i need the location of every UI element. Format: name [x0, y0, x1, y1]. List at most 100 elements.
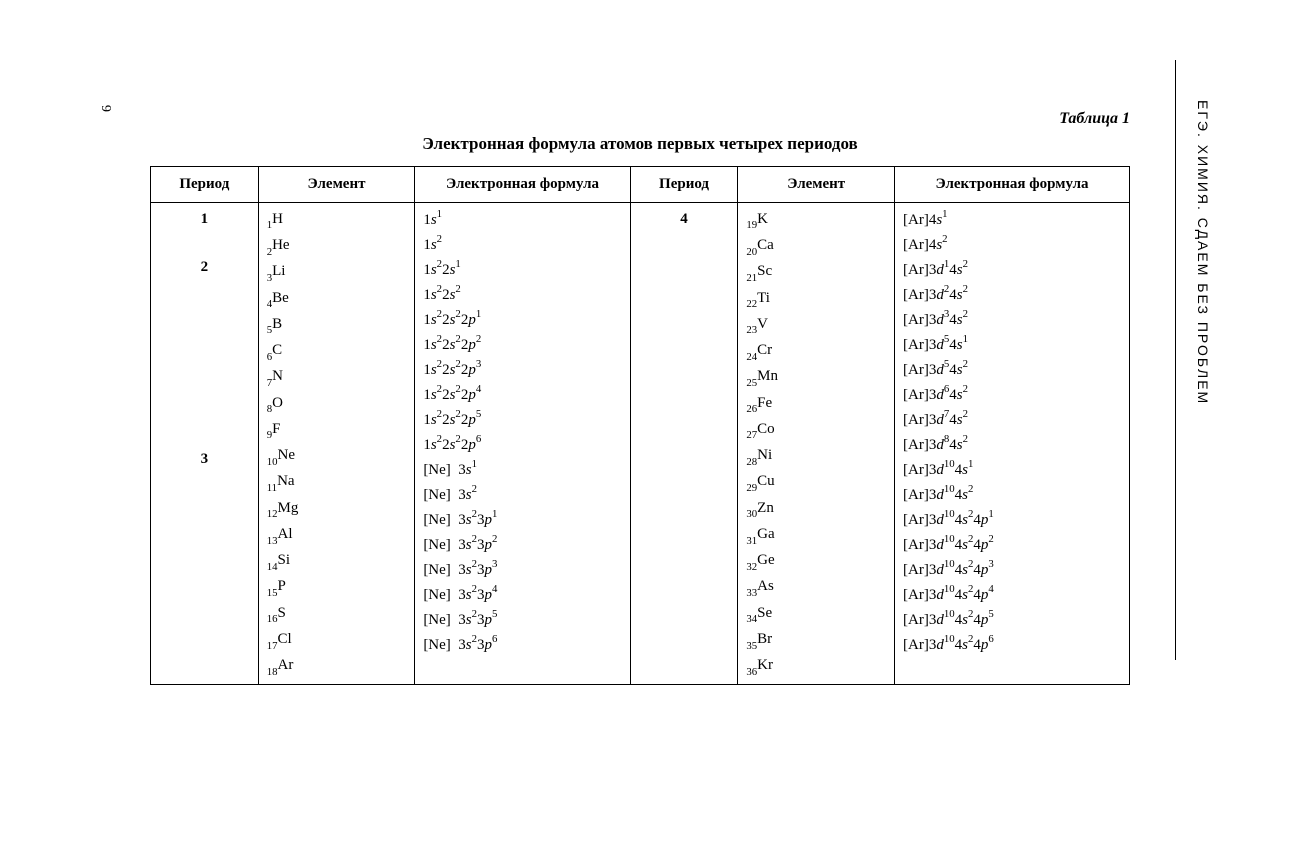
formula-value: [Ne] 3s1	[423, 457, 621, 482]
period-value	[639, 495, 730, 519]
element-value: 11Na	[267, 469, 407, 495]
element-value: 32Ge	[746, 548, 886, 574]
element-value: 26Fe	[746, 391, 886, 417]
period-value	[639, 423, 730, 447]
formula-value: [Ne] 3s23p4	[423, 582, 621, 607]
formula-value: 1s22s2	[423, 282, 621, 307]
formula-value: [Ar]3d104s24p2	[903, 532, 1121, 557]
formula-value: 1s22s22p4	[423, 382, 621, 407]
formula-value: 1s2	[423, 232, 621, 257]
element-value: 23V	[746, 312, 886, 338]
period-value	[639, 519, 730, 543]
page: ЕГЭ. ХИМИЯ. СДАЕМ БЕЗ ПРОБЛЕМ 6 Таблица …	[0, 0, 1311, 844]
electron-config-table: Период Элемент Электронная формула Перио…	[150, 166, 1130, 685]
element-value: 18Ar	[267, 653, 407, 679]
right-element-cell: 19K20Ca21Sc22Ti23V24Cr25Mn26Fe27Co28Ni29…	[738, 202, 895, 684]
col-formula-2: Электронная формула	[895, 167, 1130, 203]
formula-value: [Ar]3d24s2	[903, 282, 1121, 307]
period-value	[639, 567, 730, 591]
formula-value: [Ar]3d34s2	[903, 307, 1121, 332]
element-value: 36Kr	[746, 653, 886, 679]
period-value	[159, 279, 250, 303]
element-value: 10Ne	[267, 443, 407, 469]
period-value	[159, 351, 250, 375]
table-body-row: 1 2 3 1H2He3Li4Be5B6C7N8O9F10Ne11Na12Mg1…	[151, 202, 1130, 684]
period-value	[159, 543, 250, 567]
formula-value: [Ar]3d104s24p5	[903, 607, 1121, 632]
formula-value: [Ne] 3s23p5	[423, 607, 621, 632]
period-value: 3	[159, 447, 250, 471]
element-value: 28Ni	[746, 443, 886, 469]
period-value	[159, 471, 250, 495]
period-value	[159, 231, 250, 255]
col-element: Элемент	[258, 167, 415, 203]
period-value	[639, 303, 730, 327]
formula-value: 1s22s22p1	[423, 307, 621, 332]
left-period-cell: 1 2 3	[151, 202, 259, 684]
formula-value: [Ne] 3s23p2	[423, 532, 621, 557]
period-value	[639, 375, 730, 399]
element-value: 13Al	[267, 522, 407, 548]
formula-value: [Ar]3d54s1	[903, 332, 1121, 357]
element-value: 34Se	[746, 601, 886, 627]
period-value	[159, 567, 250, 591]
page-number: 6	[100, 105, 116, 112]
formula-value: [Ar]4s1	[903, 207, 1121, 232]
period-value	[639, 591, 730, 615]
element-value: 25Mn	[746, 364, 886, 390]
table-header-row: Период Элемент Электронная формула Перио…	[151, 167, 1130, 203]
element-value: 20Ca	[746, 233, 886, 259]
period-value	[639, 231, 730, 255]
formula-value: 1s22s1	[423, 257, 621, 282]
formula-value: 1s22s22p3	[423, 357, 621, 382]
formula-value: 1s1	[423, 207, 621, 232]
period-value	[159, 591, 250, 615]
formula-value: [Ne] 3s23p6	[423, 632, 621, 657]
element-value: 29Cu	[746, 469, 886, 495]
content: Таблица 1 Электронная формула атомов пер…	[150, 110, 1130, 685]
col-formula: Электронная формула	[415, 167, 630, 203]
period-value: 4	[639, 207, 730, 231]
element-value: 17Cl	[267, 627, 407, 653]
formula-value: 1s22s22p2	[423, 332, 621, 357]
element-value: 22Ti	[746, 286, 886, 312]
formula-value: [Ne] 3s2	[423, 482, 621, 507]
element-value: 31Ga	[746, 522, 886, 548]
period-value	[159, 375, 250, 399]
period-value	[639, 471, 730, 495]
element-value: 12Mg	[267, 496, 407, 522]
period-value	[159, 519, 250, 543]
running-header: ЕГЭ. ХИМИЯ. СДАЕМ БЕЗ ПРОБЛЕМ	[1195, 100, 1211, 405]
table-title: Электронная формула атомов первых четыре…	[150, 134, 1130, 154]
formula-value: [Ar]3d104s24p3	[903, 557, 1121, 582]
period-value: 1	[159, 207, 250, 231]
formula-value: [Ar]3d74s2	[903, 407, 1121, 432]
period-value: 2	[159, 255, 250, 279]
formula-value: [Ar]3d54s2	[903, 357, 1121, 382]
element-value: 5B	[267, 312, 407, 338]
formula-value: [Ar]3d84s2	[903, 432, 1121, 457]
formula-value: [Ne] 3s23p3	[423, 557, 621, 582]
element-value: 21Sc	[746, 259, 886, 285]
formula-value: [Ar]3d104s24p4	[903, 582, 1121, 607]
element-value: 3Li	[267, 259, 407, 285]
formula-value: [Ar]4s2	[903, 232, 1121, 257]
right-period-cell: 4	[630, 202, 738, 684]
element-value: 30Zn	[746, 496, 886, 522]
period-value	[639, 351, 730, 375]
right-formula-cell: [Ar]4s1[Ar]4s2[Ar]3d14s2[Ar]3d24s2[Ar]3d…	[895, 202, 1130, 684]
element-value: 24Cr	[746, 338, 886, 364]
col-period-2: Период	[630, 167, 738, 203]
formula-value: 1s22s22p5	[423, 407, 621, 432]
element-value: 9F	[267, 417, 407, 443]
col-element-2: Элемент	[738, 167, 895, 203]
element-value: 4Be	[267, 286, 407, 312]
period-value	[639, 279, 730, 303]
element-value: 6C	[267, 338, 407, 364]
element-value: 35Br	[746, 627, 886, 653]
formula-value: [Ar]3d104s1	[903, 457, 1121, 482]
formula-value: [Ar]3d64s2	[903, 382, 1121, 407]
period-value	[159, 423, 250, 447]
period-value	[159, 327, 250, 351]
period-value	[639, 399, 730, 423]
